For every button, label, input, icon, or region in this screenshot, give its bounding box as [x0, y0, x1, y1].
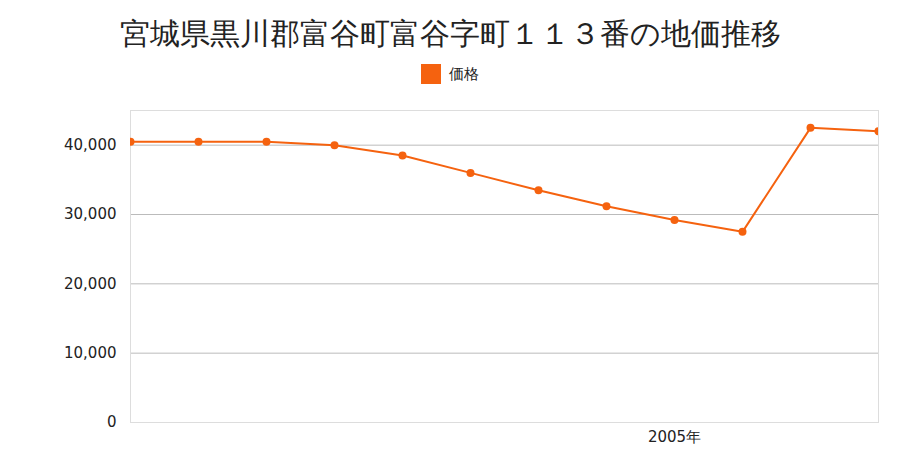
svg-text:20,000: 20,000 [64, 275, 117, 293]
svg-text:2005年: 2005年 [648, 428, 701, 446]
svg-text:10,000: 10,000 [64, 344, 117, 362]
html-text:宮城県黒川郡富谷町富谷字町１１３番の地価推移: 宮城県黒川郡富谷町富谷字町１１３番の地価推移 [119, 16, 781, 51]
svg-text:30,000: 30,000 [64, 205, 117, 223]
svg-text:0: 0 [107, 413, 117, 431]
svg-text:40,000: 40,000 [64, 136, 117, 154]
html-text:価格: 価格 [449, 64, 479, 83]
